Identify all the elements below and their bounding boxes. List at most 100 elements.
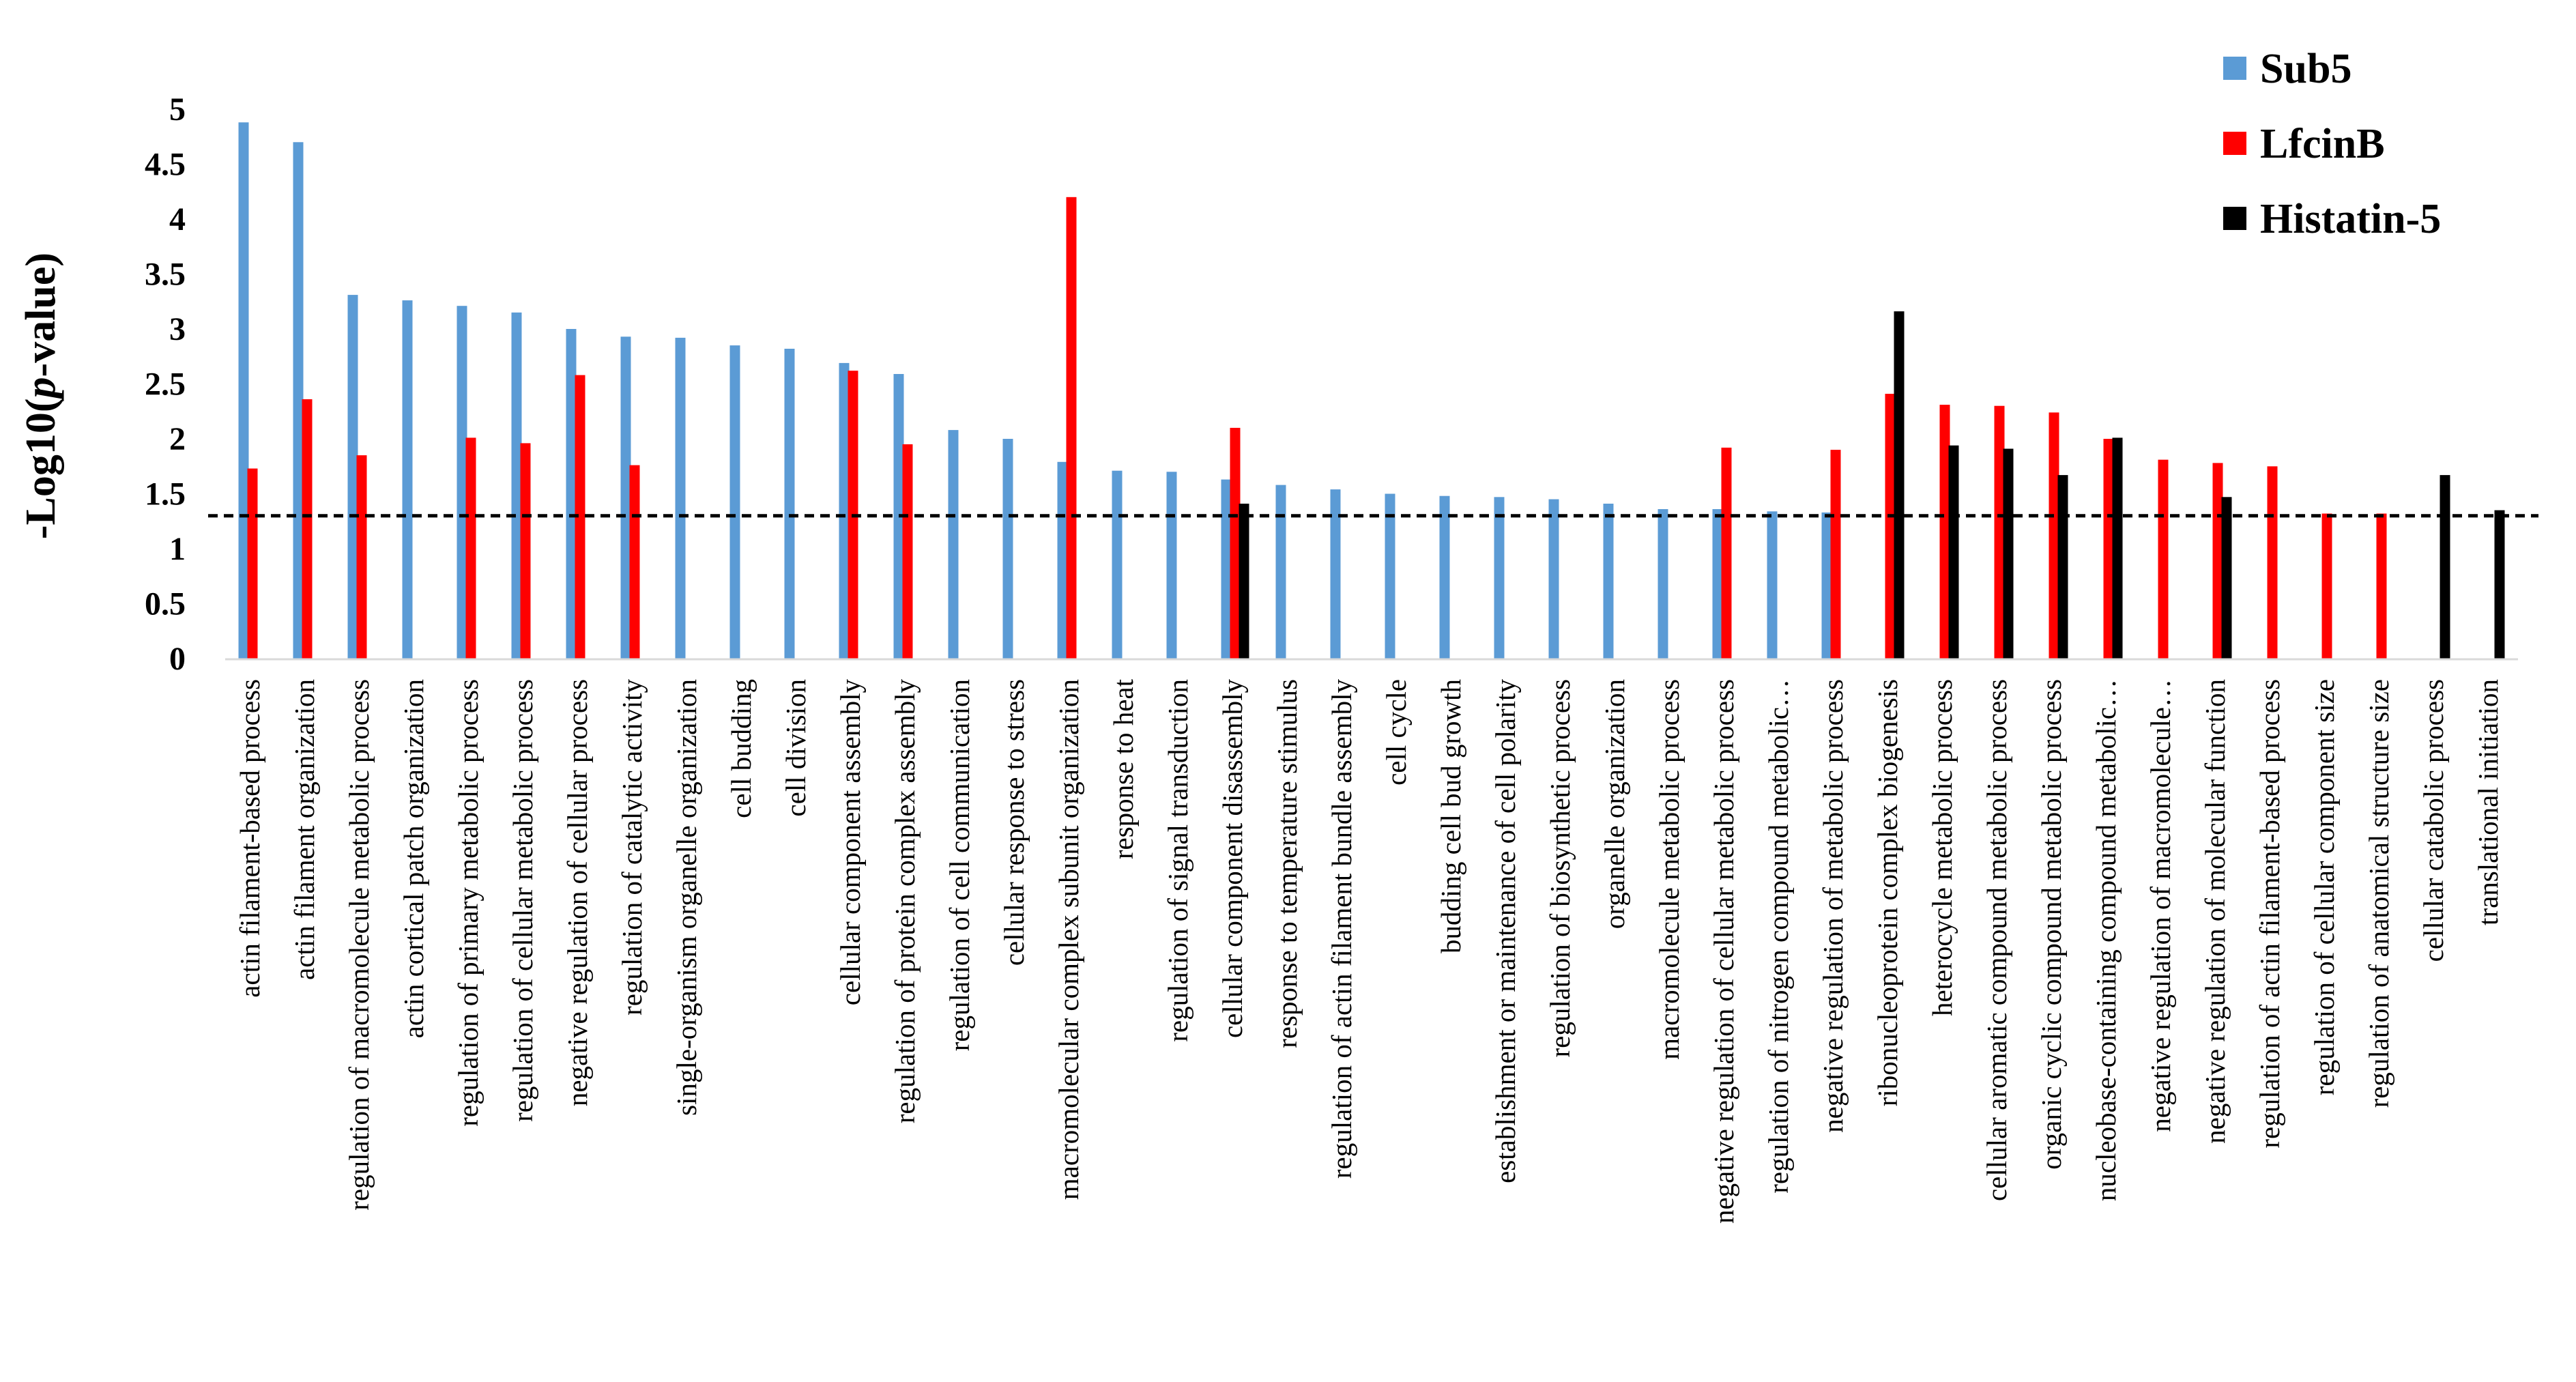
y-axis-title: -Log10(p-value) xyxy=(18,253,64,539)
x-category-label: cellular catabolic process xyxy=(2418,679,2449,962)
bar-histatin-5 xyxy=(1239,504,1249,659)
bar-sub5 xyxy=(238,122,249,659)
bar-lfcinb xyxy=(1939,405,1950,659)
bar-histatin-5 xyxy=(2221,497,2232,659)
bar-lfcinb xyxy=(2049,412,2059,659)
bar-sub5 xyxy=(675,337,686,659)
bar-sub5 xyxy=(729,345,740,659)
bar-sub5 xyxy=(1548,499,1559,659)
x-category-label: negative regulation of cellular metaboli… xyxy=(1708,679,1739,1224)
bar-lfcinb xyxy=(2158,459,2169,659)
bar-histatin-5 xyxy=(2057,475,2068,659)
x-category-label: regulation of nitrogen compound metaboli… xyxy=(1763,679,1794,1194)
bar-histatin-5 xyxy=(2494,510,2505,659)
legend-label-lfcinb: LfcinB xyxy=(2260,121,2385,167)
legend-label-histatin-5: Histatin-5 xyxy=(2260,196,2441,242)
bar-sub5 xyxy=(1221,479,1232,659)
x-category-label: regulation of actin filament bundle asse… xyxy=(1326,679,1357,1179)
bar-histatin-5 xyxy=(1948,445,1959,659)
x-category-label: macromolecule metabolic process xyxy=(1653,679,1685,1060)
y-tick-label: 0.5 xyxy=(145,586,186,622)
x-category-label: cellular response to stress xyxy=(998,679,1030,966)
y-tick-label: 3 xyxy=(169,311,186,347)
bar-sub5 xyxy=(1330,489,1341,659)
x-category-label: actin cortical patch organization xyxy=(398,679,429,1038)
x-category-label: regulation of cellular metabolic process xyxy=(507,679,538,1122)
legend-swatch-sub5 xyxy=(2223,57,2246,80)
bar-series xyxy=(238,122,2505,659)
bar-histatin-5 xyxy=(2112,437,2123,659)
bar-sub5 xyxy=(1603,504,1614,659)
legend-swatch-histatin-5 xyxy=(2223,207,2246,230)
x-category-label: response to heat xyxy=(1108,678,1139,859)
x-category-label: organelle organization xyxy=(1599,679,1630,929)
bar-sub5 xyxy=(1275,485,1286,659)
legend: Sub5 LfcinB Histatin-5 xyxy=(2223,46,2441,242)
bar-lfcinb xyxy=(520,443,531,659)
x-category-label: establishment or maintenance of cell pol… xyxy=(1490,679,1521,1183)
bar-lfcinb xyxy=(465,437,476,659)
bar-sub5 xyxy=(511,312,522,659)
bar-sub5 xyxy=(1439,495,1450,659)
legend-label-sub5: Sub5 xyxy=(2260,46,2351,92)
x-category-label: heterocycle metabolic process xyxy=(1926,679,1958,1016)
bar-sub5 xyxy=(1385,493,1395,659)
bar-lfcinb xyxy=(2376,513,2387,659)
bar-sub5 xyxy=(948,430,959,659)
x-category-label: negative regulation of molecular functio… xyxy=(2199,679,2231,1144)
x-category-label: regulation of actin filament-based proce… xyxy=(2254,679,2285,1149)
bar-histatin-5 xyxy=(2003,448,2014,659)
y-tick-label: 1.5 xyxy=(145,476,186,513)
bar-sub5 xyxy=(784,349,795,659)
bar-sub5 xyxy=(1166,472,1177,659)
bar-sub5 xyxy=(1002,439,1013,659)
bar-lfcinb xyxy=(1066,197,1077,659)
bar-lfcinb xyxy=(2267,466,2278,659)
x-category-label: cell division xyxy=(780,679,811,817)
x-category-label: budding cell bud growth xyxy=(1435,679,1466,953)
bar-sub5 xyxy=(1821,512,1832,659)
x-category-label: regulation of anatomical structure size xyxy=(2363,679,2394,1108)
bar-sub5 xyxy=(620,336,631,659)
x-category-label: regulation of macromolecule metabolic pr… xyxy=(343,679,375,1211)
x-category-label: negative regulation of macromolecule… xyxy=(2145,679,2176,1132)
bar-histatin-5 xyxy=(1894,311,1905,659)
y-tick-label: 2.5 xyxy=(145,366,186,403)
x-category-label: macromolecular complex subunit organizat… xyxy=(1053,679,1084,1200)
bar-lfcinb xyxy=(1830,450,1841,659)
x-category-label: nucleobase-containing compound metabolic… xyxy=(2090,679,2122,1201)
x-category-label: actin filament organization xyxy=(289,679,320,980)
y-axis-ticks: 0 0.5 1 1.5 2 2.5 3 3.5 4 4.5 5 xyxy=(145,91,186,677)
x-category-label: regulation of signal transduction xyxy=(1162,679,1193,1042)
bar-lfcinb xyxy=(2212,463,2223,659)
bar-sub5 xyxy=(457,306,467,659)
bar-lfcinb xyxy=(2103,439,2114,659)
bar-histatin-5 xyxy=(2440,475,2450,659)
bar-sub5 xyxy=(1494,497,1505,659)
bar-lfcinb xyxy=(1721,447,1732,659)
y-tick-label: 2 xyxy=(169,421,186,457)
x-axis-category-labels: actin filament-based process actin filame… xyxy=(234,678,2504,1224)
bar-lfcinb xyxy=(575,375,585,659)
x-category-label: cell cycle xyxy=(1380,679,1412,786)
x-category-label: organic cyclic compound metabolic proces… xyxy=(2036,679,2067,1170)
x-category-label: negative regulation of cellular process xyxy=(562,679,593,1106)
bar-lfcinb xyxy=(1230,427,1241,659)
bar-sub5 xyxy=(1767,511,1778,659)
y-axis-title-suffix: -value) xyxy=(18,253,64,377)
bar-sub5 xyxy=(1712,509,1723,659)
bar-lfcinb xyxy=(1885,394,1896,659)
y-tick-label: 5 xyxy=(169,91,186,128)
bar-sub5 xyxy=(1112,470,1123,659)
y-tick-label: 0 xyxy=(169,641,186,677)
x-category-label: cellular aromatic compound metabolic pro… xyxy=(1981,679,2012,1201)
y-axis-title-italic: p xyxy=(18,377,64,401)
bar-lfcinb xyxy=(902,444,913,659)
y-tick-label: 4.5 xyxy=(145,147,186,183)
bar-sub5 xyxy=(1057,461,1068,659)
x-category-label: actin filament-based process xyxy=(234,679,265,998)
bar-sub5 xyxy=(293,142,304,659)
y-axis-title-prefix: -Log10( xyxy=(18,398,64,539)
legend-swatch-lfcinb xyxy=(2223,132,2246,155)
x-category-label: cellular component assembly xyxy=(835,679,866,1006)
